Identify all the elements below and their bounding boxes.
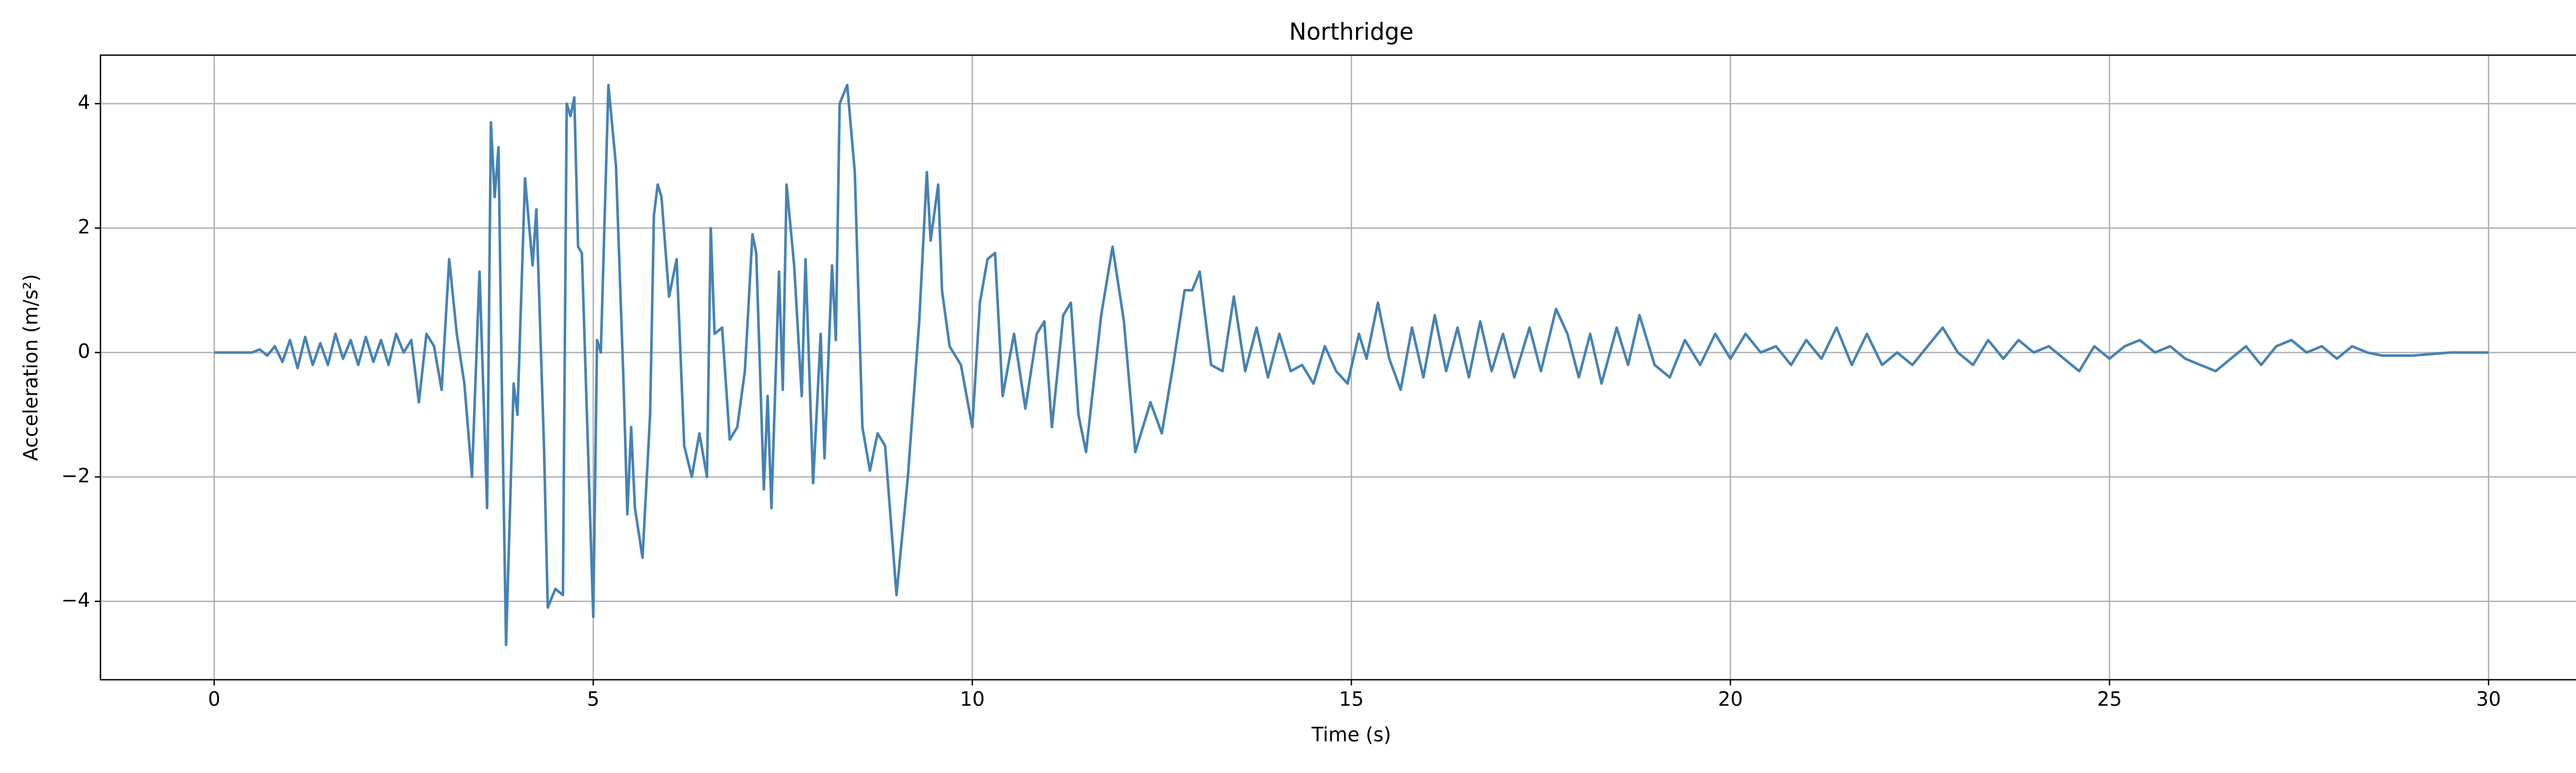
y-tick-label: −4 xyxy=(61,589,90,611)
x-tick-label: 30 xyxy=(2476,688,2501,711)
x-tick-label: 10 xyxy=(960,688,985,711)
y-axis-label: Acceleration (m/s²) xyxy=(20,274,42,461)
x-tick-label: 0 xyxy=(208,688,221,711)
x-axis-label: Time (s) xyxy=(1311,724,1392,746)
y-tick-label: 2 xyxy=(78,215,90,238)
x-tick-label: 25 xyxy=(2097,688,2122,711)
plot-frame xyxy=(99,54,2576,681)
y-tick-label: 4 xyxy=(78,91,90,114)
x-tick-label: 15 xyxy=(1339,688,1364,711)
chart-title: Northridge xyxy=(1289,18,1414,45)
x-tick-label: 5 xyxy=(587,688,599,711)
y-tick-label: 0 xyxy=(78,340,90,363)
y-tick-label: −2 xyxy=(61,464,90,487)
line-series xyxy=(214,83,2489,646)
x-tick-label: 20 xyxy=(1718,688,1743,711)
